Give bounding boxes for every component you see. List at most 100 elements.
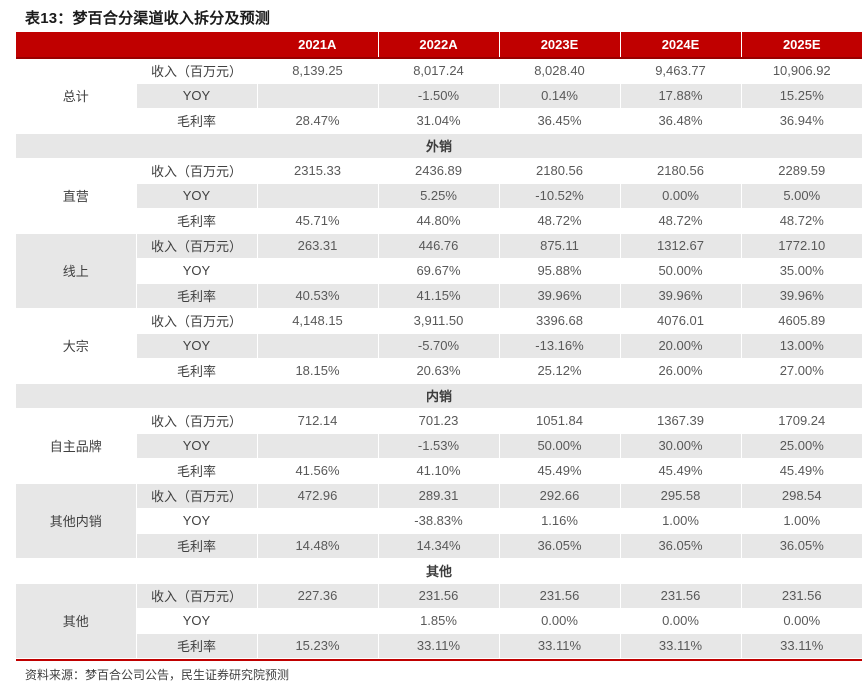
data-row: 总计 收入（百万元） 8,139.25 8,017.24 8,028.40 9,463.7…	[16, 58, 862, 134]
value-cell: 231.56	[499, 583, 621, 609]
value-cell: 289.31	[378, 483, 500, 509]
value-cell: 48.72%	[620, 208, 742, 234]
metric-label: YOY	[136, 83, 258, 109]
col-header-2025E: 2025E	[741, 32, 862, 59]
source-note: 资料来源：梦百合公司公告，民生证券研究院预测	[25, 667, 290, 682]
value-cell: 701.23	[378, 408, 500, 434]
revenue-forecast-table: 2021A 2022A 2023E 2024E 2025E 总计 收入（百万元） 8,139…	[16, 32, 862, 659]
value-cell: 3,911.50	[378, 308, 500, 334]
group-label: 线上	[16, 233, 137, 309]
value-cell: 36.05%	[620, 533, 742, 559]
metric-label: YOY	[136, 333, 258, 359]
section-header: 其他	[16, 558, 862, 584]
metric-label: 收入（百万元）	[136, 58, 258, 84]
value-cell: 45.49%	[620, 458, 742, 484]
metric-label: YOY	[136, 508, 258, 534]
value-cell	[257, 333, 379, 359]
value-cell: 17.88%	[620, 83, 742, 109]
value-cell: 36.45%	[499, 108, 621, 134]
value-cell: 10,906.92	[741, 58, 862, 84]
value-cell: 15.23%	[257, 633, 379, 659]
value-cell: 0.00%	[620, 183, 742, 209]
value-cell: 5.25%	[378, 183, 500, 209]
value-cell: 20.63%	[378, 358, 500, 384]
value-cell	[257, 508, 379, 534]
data-row: 直营 收入（百万元） 2315.33 2436.89 2180.56 2180.56 228…	[16, 158, 862, 234]
value-cell: 2436.89	[378, 158, 500, 184]
value-cell: 33.11%	[499, 633, 621, 659]
metric-label: 收入（百万元）	[136, 583, 258, 609]
value-cell: 263.31	[257, 233, 379, 259]
value-cell: 8,017.24	[378, 58, 500, 84]
value-cell: 44.80%	[378, 208, 500, 234]
group-label: 大宗	[16, 308, 137, 384]
data-row: 自主品牌 收入（百万元） 712.14 701.23 1051.84 1367.39 170…	[16, 408, 862, 484]
value-cell: 712.14	[257, 408, 379, 434]
table-title: 表13：梦百合分渠道收入拆分及预测	[25, 10, 271, 27]
value-cell: -38.83%	[378, 508, 500, 534]
data-row: YOY -38.83% 1.16% 1.00% 1.00%	[16, 508, 862, 534]
value-cell	[257, 608, 379, 634]
value-cell: 33.11%	[741, 633, 862, 659]
data-row: 毛利率 45.71% 44.80% 48.72% 48.72% 48.72%	[16, 208, 862, 234]
metric-label: 毛利率	[136, 358, 258, 384]
value-cell: 36.48%	[620, 108, 742, 134]
col-header-2021A: 2021A	[257, 32, 379, 59]
value-cell: 4076.01	[620, 308, 742, 334]
value-cell	[257, 433, 379, 459]
group-label: 其他内销	[16, 483, 137, 559]
table-header-row: 2021A 2022A 2023E 2024E 2025E	[16, 32, 862, 59]
value-cell: 33.11%	[620, 633, 742, 659]
value-cell: 15.25%	[741, 83, 862, 109]
section-header: 内销	[16, 383, 862, 409]
value-cell: -10.52%	[499, 183, 621, 209]
metric-label: 毛利率	[136, 208, 258, 234]
group-label: 自主品牌	[16, 408, 137, 484]
value-cell: 231.56	[620, 583, 742, 609]
data-row: 毛利率 14.48% 14.34% 36.05% 36.05% 36.05%	[16, 533, 862, 559]
value-cell: 8,139.25	[257, 58, 379, 84]
value-cell: 1.00%	[620, 508, 742, 534]
value-cell: 0.00%	[499, 608, 621, 634]
metric-label: 毛利率	[136, 458, 258, 484]
data-row: 毛利率 28.47% 31.04% 36.45% 36.48% 36.94%	[16, 108, 862, 134]
metric-label: YOY	[136, 258, 258, 284]
value-cell: 50.00%	[620, 258, 742, 284]
value-cell: 48.72%	[741, 208, 862, 234]
data-row: 大宗 收入（百万元） 4,148.15 3,911.50 3396.68 4076.01 4…	[16, 308, 862, 384]
group-label: 总计	[16, 58, 137, 134]
section-row: 外销	[16, 133, 862, 159]
value-cell: 69.67%	[378, 258, 500, 284]
value-cell: 36.94%	[741, 108, 862, 134]
metric-label: 收入（百万元）	[136, 233, 258, 259]
data-row: YOY 69.67% 95.88% 50.00% 35.00%	[16, 258, 862, 284]
section-row: 其他	[16, 558, 862, 584]
value-cell: 231.56	[741, 583, 862, 609]
value-cell: 231.56	[378, 583, 500, 609]
metric-label: 收入（百万元）	[136, 408, 258, 434]
value-cell: 5.00%	[741, 183, 862, 209]
data-row: 毛利率 18.15% 20.63% 25.12% 26.00% 27.00%	[16, 358, 862, 384]
value-cell: 0.00%	[741, 608, 862, 634]
data-row: 其他内销 收入（百万元） 472.96 289.31 292.66 295.58 298.5…	[16, 483, 862, 559]
value-cell: 14.48%	[257, 533, 379, 559]
value-cell: 27.00%	[741, 358, 862, 384]
value-cell: 875.11	[499, 233, 621, 259]
table-header: 2021A 2022A 2023E 2024E 2025E	[16, 32, 862, 59]
data-row: YOY -1.50% 0.14% 17.88% 15.25%	[16, 83, 862, 109]
value-cell: 295.58	[620, 483, 742, 509]
value-cell: 4605.89	[741, 308, 862, 334]
value-cell: 20.00%	[620, 333, 742, 359]
value-cell: 292.66	[499, 483, 621, 509]
table-body: 总计 收入（百万元） 8,139.25 8,017.24 8,028.40 9,463.7…	[16, 58, 862, 659]
value-cell: -13.16%	[499, 333, 621, 359]
value-cell: 48.72%	[499, 208, 621, 234]
value-cell: 26.00%	[620, 358, 742, 384]
value-cell: -1.53%	[378, 433, 500, 459]
metric-label: 毛利率	[136, 633, 258, 659]
value-cell: 39.96%	[741, 283, 862, 309]
section-header: 外销	[16, 133, 862, 159]
value-cell: 2180.56	[499, 158, 621, 184]
value-cell: 13.00%	[741, 333, 862, 359]
value-cell: 1709.24	[741, 408, 862, 434]
